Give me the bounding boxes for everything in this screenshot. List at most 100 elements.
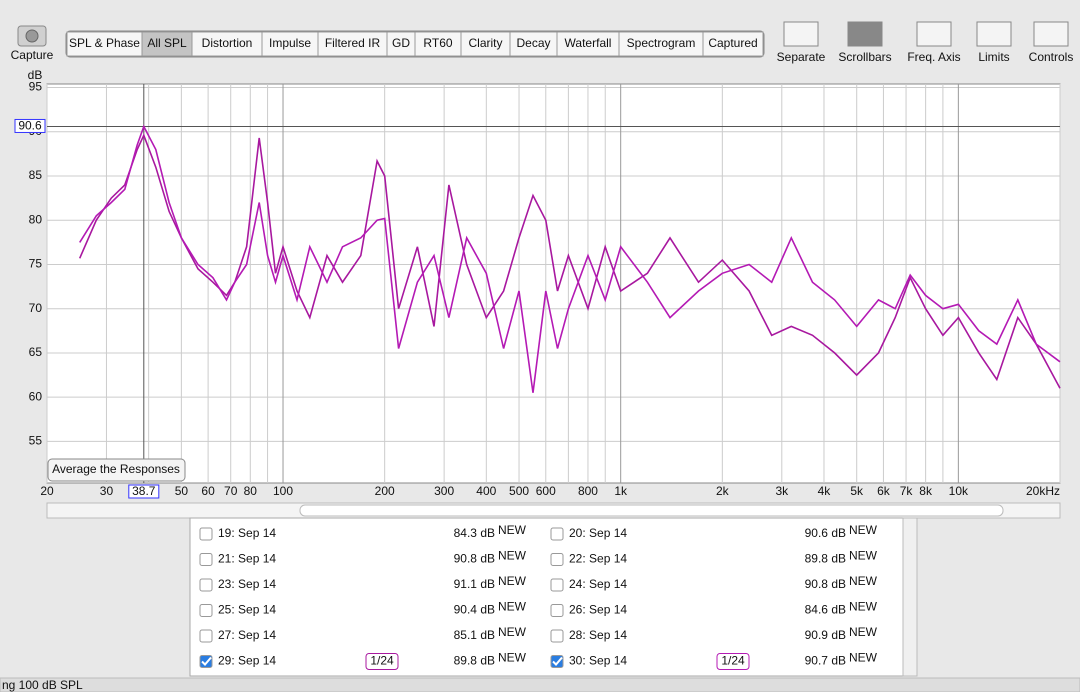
tab[interactable]	[317, 31, 388, 57]
x-tick-label: 8k	[919, 484, 933, 498]
tab-label[interactable]: RT60	[423, 36, 452, 50]
measurement-level: 89.8 dB	[454, 654, 495, 668]
checkbox[interactable]	[199, 629, 213, 643]
measurement-level: 91.1 dB	[454, 577, 495, 591]
new-badge: NEW	[849, 523, 878, 537]
tool-label[interactable]: Separate	[777, 50, 826, 64]
status-bar	[0, 677, 1080, 692]
y-tick-label: 75	[29, 257, 43, 271]
new-badge: NEW	[498, 600, 527, 614]
new-badge: NEW	[498, 651, 527, 665]
measurement-name[interactable]: 24: Sep 14	[569, 577, 627, 591]
new-badge: NEW	[849, 549, 878, 563]
new-badge: NEW	[849, 651, 878, 665]
tab-label[interactable]: SPL & Phase	[69, 36, 140, 50]
new-badge: NEW	[498, 549, 527, 563]
tab[interactable]	[556, 31, 620, 57]
tab[interactable]	[141, 31, 193, 57]
tab-label[interactable]: Filtered IR	[325, 36, 381, 50]
tab-label[interactable]: Spectrogram	[627, 36, 696, 50]
tab[interactable]	[66, 31, 143, 57]
tab-label[interactable]: All SPL	[147, 36, 187, 50]
checkbox[interactable]	[199, 527, 213, 541]
tool-icon[interactable]	[847, 21, 883, 47]
new-badge: NEW	[849, 600, 878, 614]
measurement-name[interactable]: 26: Sep 14	[569, 603, 627, 617]
y-tick-label: 95	[29, 80, 43, 94]
x-tick-label: 2k	[716, 484, 730, 498]
y-tick-label: 80	[29, 212, 43, 226]
measurement-level: 90.9 dB	[805, 628, 846, 642]
measurement-name[interactable]: 28: Sep 14	[569, 628, 627, 642]
smoothing-label[interactable]: 1/24	[721, 654, 745, 668]
checkbox[interactable]	[550, 604, 564, 617]
x-tick-label: 80	[244, 484, 258, 498]
smoothing-label[interactable]: 1/24	[370, 654, 394, 668]
average-button[interactable]	[47, 458, 186, 482]
y-tick-label: 70	[29, 301, 43, 315]
smoothing-box[interactable]	[365, 653, 399, 670]
response-line	[79, 124, 1061, 393]
measurement-level: 84.3 dB	[454, 526, 495, 540]
measurement-name[interactable]: 30: Sep 14	[569, 654, 627, 668]
tool-icon[interactable]	[976, 21, 1012, 47]
tab[interactable]	[386, 31, 416, 57]
checkbox[interactable]	[550, 578, 564, 592]
tool-label[interactable]: Limits	[978, 50, 1009, 64]
checkbox[interactable]	[550, 629, 564, 643]
tab[interactable]	[261, 31, 319, 57]
tab[interactable]	[191, 31, 263, 57]
checkbox[interactable]	[550, 527, 564, 541]
tab-label[interactable]: GD	[392, 36, 410, 50]
measurement-name[interactable]: 20: Sep 14	[569, 526, 627, 540]
measurement-level: 90.8 dB	[454, 552, 495, 566]
tool-label[interactable]: Controls	[1029, 50, 1074, 64]
x-tick-label: 20	[40, 484, 54, 498]
smoothing-box[interactable]	[716, 653, 750, 670]
measurement-name[interactable]: 27: Sep 14	[218, 628, 276, 642]
average-button-label[interactable]: Average the Responses	[52, 462, 180, 476]
tab-label[interactable]: Impulse	[269, 36, 311, 50]
capture-icon[interactable]	[17, 25, 47, 47]
measurement-name[interactable]: 21: Sep 14	[218, 552, 276, 566]
measurement-name[interactable]: 29: Sep 14	[218, 654, 276, 668]
tab-label[interactable]: Distortion	[202, 36, 253, 50]
measurement-name[interactable]: 23: Sep 14	[218, 577, 276, 591]
x-tick-label: 30	[100, 484, 114, 498]
tab-label[interactable]: Clarity	[468, 36, 502, 50]
x-tick-label: 60	[201, 484, 215, 498]
checkbox[interactable]	[199, 578, 213, 592]
tab-label[interactable]: Captured	[708, 36, 757, 50]
x-tick-label: 7k	[900, 484, 914, 498]
x-tick-label: 4k	[818, 484, 832, 498]
list-scrollbar[interactable]	[902, 517, 918, 677]
x-tick-label: 600	[536, 484, 556, 498]
checkbox[interactable]	[199, 553, 213, 566]
tool-label[interactable]: Scrollbars	[838, 50, 891, 64]
checkbox[interactable]	[199, 604, 213, 617]
x-tick-label: 6k	[877, 484, 891, 498]
capture-label: Capture	[11, 48, 54, 62]
measurement-name[interactable]: 22: Sep 14	[569, 552, 627, 566]
cursor-x-label: 38.7	[132, 484, 156, 498]
tab-label[interactable]: Decay	[516, 36, 550, 50]
x-tick-label: 300	[434, 484, 454, 498]
tool-icon[interactable]	[1033, 21, 1069, 47]
tool-label[interactable]: Freq. Axis	[907, 50, 960, 64]
tool-icon[interactable]	[783, 21, 819, 47]
scroll-thumb[interactable]	[299, 504, 1004, 517]
tab[interactable]	[509, 31, 558, 57]
measurement-level: 90.7 dB	[805, 654, 846, 668]
measurement-level: 89.8 dB	[805, 552, 846, 566]
tab[interactable]	[702, 31, 764, 57]
new-badge: NEW	[498, 523, 527, 537]
measurement-name[interactable]: 25: Sep 14	[218, 603, 276, 617]
x-tick-label: 100	[273, 484, 293, 498]
y-axis-label: dB	[28, 68, 43, 82]
tool-icon[interactable]	[916, 21, 952, 47]
tab[interactable]	[460, 31, 511, 57]
checkbox[interactable]	[550, 553, 564, 566]
measurement-name[interactable]: 19: Sep 14	[218, 526, 276, 540]
tab-label[interactable]: Waterfall	[565, 36, 612, 50]
